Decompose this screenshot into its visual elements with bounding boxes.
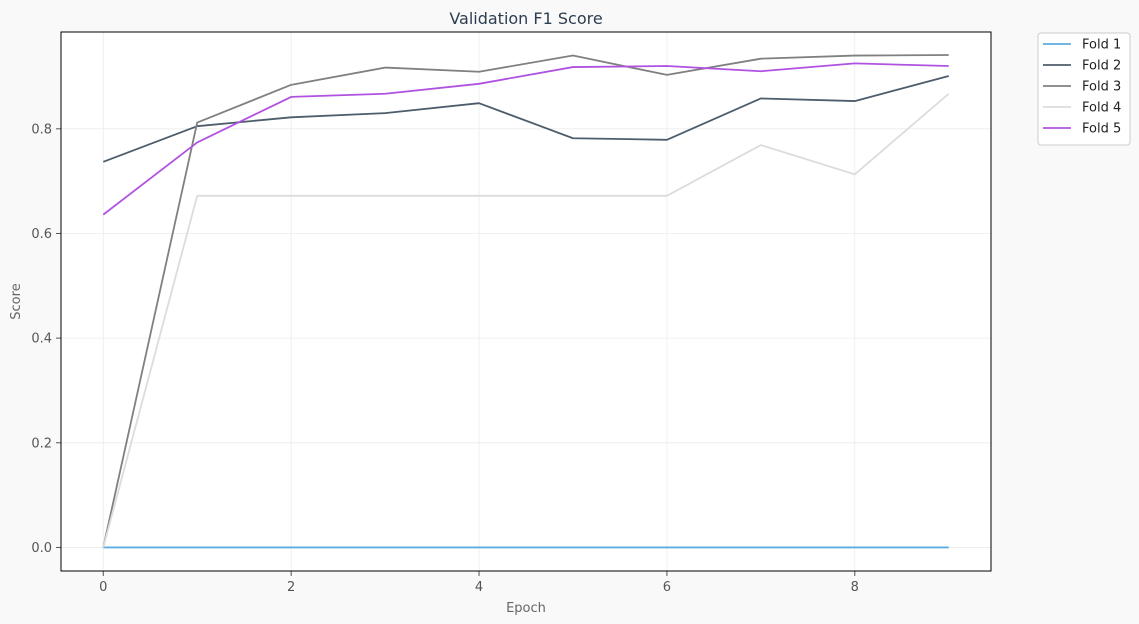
series-line-fold-4 bbox=[102, 93, 950, 548]
axis-ticks: 0 2 4 6 8 0.0 0.2 0.4 0.6 0.8 bbox=[31, 122, 859, 595]
x-tick-label: 8 bbox=[851, 580, 859, 595]
legend: Fold 1 Fold 2 Fold 3 Fold 4 Fold 5 bbox=[1037, 32, 1131, 146]
series-line-fold-5 bbox=[102, 62, 949, 216]
x-tick-label: 4 bbox=[475, 580, 483, 595]
series-lines bbox=[102, 54, 950, 549]
plot-frame bbox=[60, 31, 992, 572]
x-tick-label: 0 bbox=[99, 580, 107, 595]
legend-label: Fold 1 bbox=[1082, 38, 1121, 53]
y-tick-label: 0.8 bbox=[31, 122, 52, 137]
y-axis-label: Score bbox=[9, 283, 24, 319]
legend-label: Fold 5 bbox=[1082, 122, 1121, 137]
series-line-fold-3 bbox=[102, 54, 949, 548]
legend-label: Fold 2 bbox=[1082, 59, 1121, 74]
chart-title: Validation F1 Score bbox=[449, 9, 602, 28]
y-tick-label: 0.2 bbox=[31, 436, 52, 451]
plot-background bbox=[61, 32, 991, 571]
y-tick-label: 0.0 bbox=[31, 541, 52, 556]
x-axis-label: Epoch bbox=[506, 601, 546, 616]
legend-label: Fold 4 bbox=[1082, 101, 1121, 116]
legend-label: Fold 3 bbox=[1082, 80, 1121, 95]
series-line-fold-2 bbox=[102, 75, 949, 163]
x-tick-label: 6 bbox=[663, 580, 671, 595]
y-tick-label: 0.4 bbox=[31, 332, 52, 347]
x-tick-label: 2 bbox=[287, 580, 295, 595]
y-tick-label: 0.6 bbox=[31, 227, 52, 242]
legend-box bbox=[1037, 32, 1131, 146]
